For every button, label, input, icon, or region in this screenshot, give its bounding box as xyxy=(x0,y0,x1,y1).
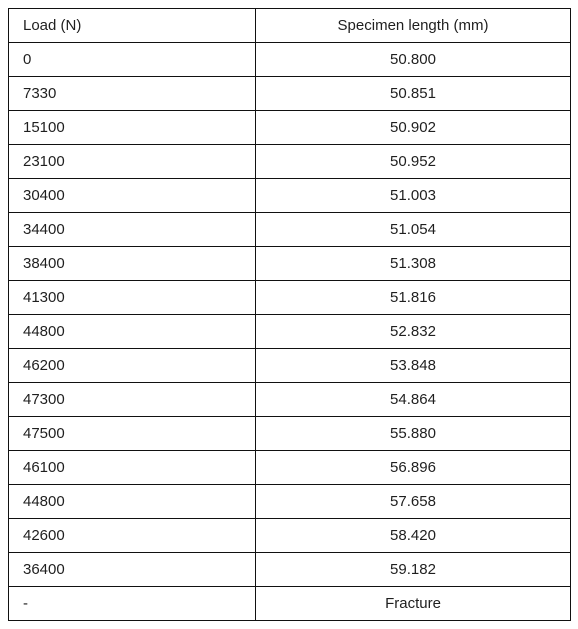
cell-load: 36400 xyxy=(9,553,256,587)
table-row: 3040051.003 xyxy=(9,179,571,213)
column-header-length: Specimen length (mm) xyxy=(256,9,571,43)
cell-load: 44800 xyxy=(9,315,256,349)
table-row: 4730054.864 xyxy=(9,383,571,417)
cell-length: 50.800 xyxy=(256,43,571,77)
table-row: -Fracture xyxy=(9,587,571,621)
cell-length: 50.952 xyxy=(256,145,571,179)
cell-length: 51.003 xyxy=(256,179,571,213)
cell-load: 7330 xyxy=(9,77,256,111)
cell-length: 50.902 xyxy=(256,111,571,145)
cell-length: 53.848 xyxy=(256,349,571,383)
table-row: 4620053.848 xyxy=(9,349,571,383)
cell-length: 55.880 xyxy=(256,417,571,451)
cell-length: 51.308 xyxy=(256,247,571,281)
cell-load: 30400 xyxy=(9,179,256,213)
table-row: 050.800 xyxy=(9,43,571,77)
cell-length: 59.182 xyxy=(256,553,571,587)
tensile-test-table: Load (N) Specimen length (mm) 050.800 73… xyxy=(8,8,571,621)
cell-load: 44800 xyxy=(9,485,256,519)
table-row: 1510050.902 xyxy=(9,111,571,145)
cell-load: 41300 xyxy=(9,281,256,315)
table-row: 3440051.054 xyxy=(9,213,571,247)
cell-load: 42600 xyxy=(9,519,256,553)
cell-load: - xyxy=(9,587,256,621)
cell-load: 23100 xyxy=(9,145,256,179)
table-row: 4610056.896 xyxy=(9,451,571,485)
table-row: 4130051.816 xyxy=(9,281,571,315)
cell-load: 46100 xyxy=(9,451,256,485)
table-row: 3640059.182 xyxy=(9,553,571,587)
cell-length: 56.896 xyxy=(256,451,571,485)
column-header-load: Load (N) xyxy=(9,9,256,43)
cell-length: Fracture xyxy=(256,587,571,621)
cell-length: 51.816 xyxy=(256,281,571,315)
cell-load: 46200 xyxy=(9,349,256,383)
table-row: 4480057.658 xyxy=(9,485,571,519)
cell-length: 50.851 xyxy=(256,77,571,111)
cell-length: 52.832 xyxy=(256,315,571,349)
table-row: 3840051.308 xyxy=(9,247,571,281)
table-row: 2310050.952 xyxy=(9,145,571,179)
table-row: 4480052.832 xyxy=(9,315,571,349)
table-row: 733050.851 xyxy=(9,77,571,111)
cell-load: 34400 xyxy=(9,213,256,247)
cell-length: 54.864 xyxy=(256,383,571,417)
cell-load: 15100 xyxy=(9,111,256,145)
table-row: 4750055.880 xyxy=(9,417,571,451)
cell-load: 47500 xyxy=(9,417,256,451)
cell-load: 0 xyxy=(9,43,256,77)
cell-length: 57.658 xyxy=(256,485,571,519)
cell-length: 58.420 xyxy=(256,519,571,553)
cell-load: 47300 xyxy=(9,383,256,417)
cell-load: 38400 xyxy=(9,247,256,281)
table-row: 4260058.420 xyxy=(9,519,571,553)
cell-length: 51.054 xyxy=(256,213,571,247)
table-header-row: Load (N) Specimen length (mm) xyxy=(9,9,571,43)
